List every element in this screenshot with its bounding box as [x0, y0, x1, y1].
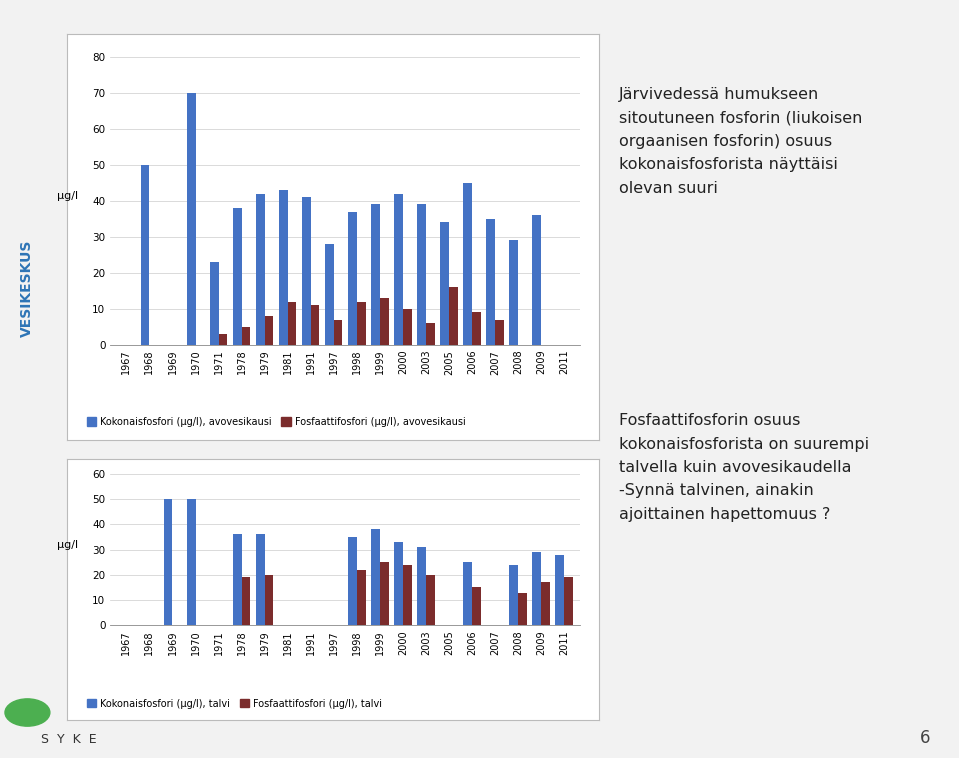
- Y-axis label: μg/l: μg/l: [58, 540, 79, 550]
- Bar: [495, 320, 503, 345]
- Bar: [256, 193, 265, 345]
- Bar: [348, 211, 357, 345]
- Bar: [233, 534, 242, 625]
- Bar: [403, 309, 411, 345]
- Bar: [426, 575, 434, 625]
- Bar: [371, 205, 380, 345]
- Bar: [541, 582, 550, 625]
- Bar: [302, 197, 311, 345]
- Bar: [210, 262, 219, 345]
- Bar: [164, 499, 173, 625]
- Bar: [371, 529, 380, 625]
- Bar: [472, 312, 480, 345]
- Bar: [265, 316, 273, 345]
- Bar: [555, 555, 564, 625]
- Bar: [472, 587, 480, 625]
- Bar: [219, 334, 227, 345]
- Y-axis label: μg/l: μg/l: [58, 191, 79, 201]
- Circle shape: [5, 699, 50, 726]
- Bar: [564, 578, 573, 625]
- Bar: [187, 499, 196, 625]
- Bar: [426, 323, 434, 345]
- Bar: [141, 165, 150, 345]
- Bar: [486, 219, 495, 345]
- Bar: [242, 327, 250, 345]
- Bar: [518, 593, 526, 625]
- Legend: Kokonaisfosfori (μg/l), talvi, Fosfaattifosfori (μg/l), talvi: Kokonaisfosfori (μg/l), talvi, Fosfaatti…: [82, 695, 386, 713]
- Bar: [380, 298, 388, 345]
- Bar: [357, 302, 365, 345]
- Bar: [417, 547, 426, 625]
- Bar: [532, 552, 541, 625]
- Bar: [449, 287, 457, 345]
- Bar: [394, 193, 403, 345]
- Bar: [325, 244, 334, 345]
- Bar: [532, 215, 541, 345]
- Bar: [463, 183, 472, 345]
- Text: 6: 6: [920, 728, 930, 747]
- Bar: [509, 565, 518, 625]
- Bar: [279, 190, 288, 345]
- Text: Fosfaattifosforin osuus
kokonaisfosforista on suurempi
talvella kuin avovesikaud: Fosfaattifosforin osuus kokonaisfosforis…: [619, 413, 869, 522]
- Bar: [348, 537, 357, 625]
- Bar: [288, 302, 296, 345]
- Bar: [417, 205, 426, 345]
- Bar: [380, 562, 388, 625]
- Bar: [256, 534, 265, 625]
- Bar: [463, 562, 472, 625]
- Bar: [334, 320, 342, 345]
- Bar: [233, 208, 242, 345]
- Bar: [394, 542, 403, 625]
- Bar: [357, 570, 365, 625]
- Bar: [265, 575, 273, 625]
- Legend: Kokonaisfosfori (μg/l), avovesikausi, Fosfaattifosfori (μg/l), avovesikausi: Kokonaisfosfori (μg/l), avovesikausi, Fo…: [82, 413, 470, 431]
- Text: S  Y  K  E: S Y K E: [40, 732, 97, 746]
- Text: Järvivedessä humukseen
sitoutuneen fosforin (liukoisen
orgaanisen fosforin) osuu: Järvivedessä humukseen sitoutuneen fosfo…: [619, 87, 862, 196]
- Bar: [242, 578, 250, 625]
- Bar: [509, 240, 518, 345]
- Bar: [311, 305, 319, 345]
- Bar: [187, 93, 196, 345]
- Bar: [440, 223, 449, 345]
- Text: VESIKESKUS: VESIKESKUS: [20, 240, 34, 337]
- Bar: [403, 565, 411, 625]
